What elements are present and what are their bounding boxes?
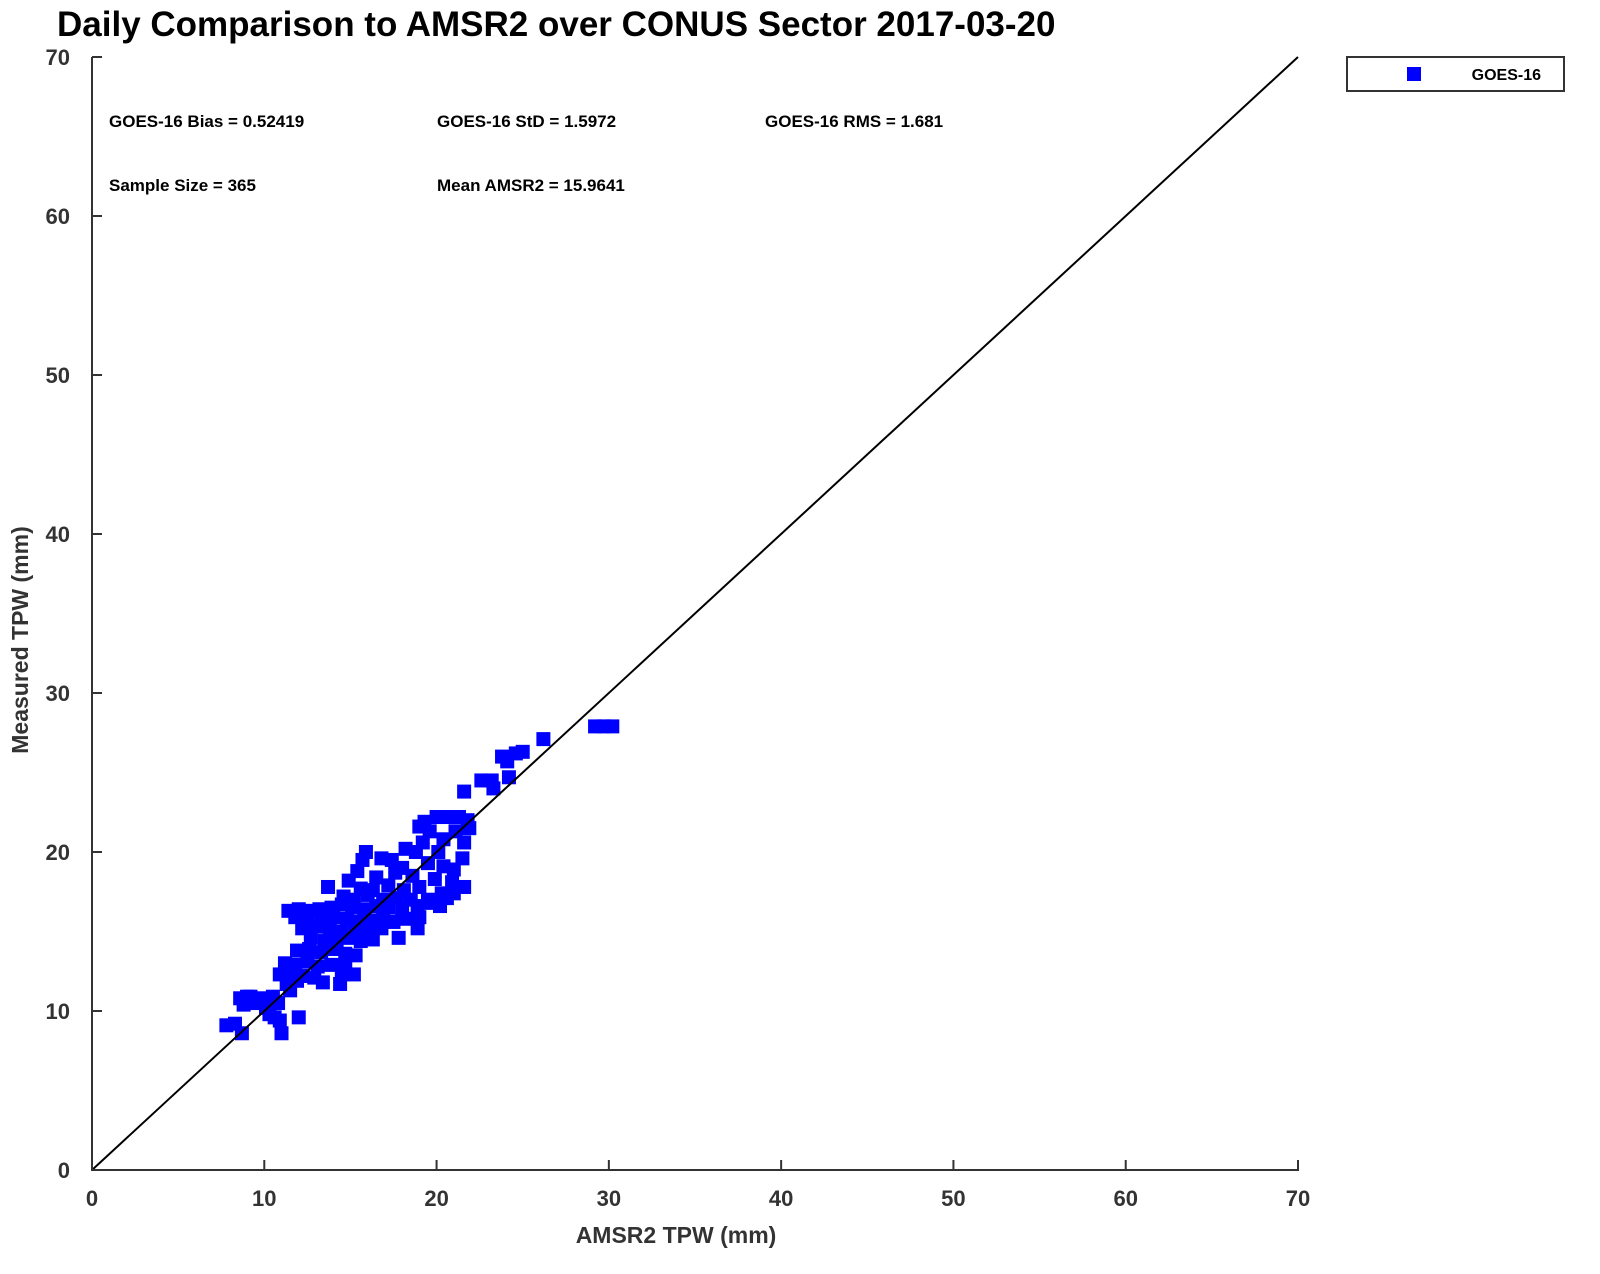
x-axis-label: AMSR2 TPW (mm) [576,1222,777,1248]
data-point [410,921,425,936]
x-tick-label: 0 [86,1186,98,1211]
data-point [448,824,463,839]
data-point [302,941,317,956]
data-point [446,862,461,877]
data-point [386,914,401,929]
y-tick-label: 60 [46,204,70,229]
data-point [272,1013,287,1028]
annotation-std: GOES-16 StD = 1.5972 [437,112,616,131]
data-point [412,910,427,925]
data-point [288,910,303,925]
data-point [312,902,327,917]
data-point [322,922,337,937]
data-point [474,773,489,788]
data-point [303,930,318,945]
x-tick-label: 30 [597,1186,621,1211]
data-point [369,870,384,885]
data-point [321,879,336,894]
y-tick-label: 10 [46,999,70,1024]
data-point [333,976,348,991]
data-point [605,719,620,734]
data-point [420,856,435,871]
y-tick-label: 20 [46,840,70,865]
data-point [433,899,448,914]
data-point [388,865,403,880]
x-tick-label: 50 [941,1186,965,1211]
data-point [374,921,389,936]
data-point [457,784,472,799]
data-point [457,835,472,850]
annotation-sample-size: Sample Size = 365 [109,176,256,195]
one-to-one-line [91,56,1299,1171]
legend-label-goes-16: GOES-16 [1472,67,1541,84]
data-point [291,1010,306,1025]
legend-marker-goes-16 [1407,67,1421,81]
data-point [427,872,442,887]
data-point [500,754,515,769]
x-tick-label: 20 [424,1186,448,1211]
data-point [412,879,427,894]
annotation-mean-amsr2: Mean AMSR2 = 15.9641 [437,176,625,195]
data-point [486,781,501,796]
data-point [462,821,477,836]
x-ticks: 0 10 20 30 40 50 60 70 [86,1160,1310,1211]
annotation-rms: GOES-16 RMS = 1.681 [765,112,943,131]
data-point [360,887,375,902]
data-point [345,900,360,915]
y-tick-label: 0 [58,1158,70,1183]
legend-box [1346,56,1565,92]
x-tick-label: 70 [1286,1186,1310,1211]
x-tick-label: 10 [252,1186,276,1211]
data-point [439,810,454,825]
data-point [436,832,451,847]
y-tick-label: 40 [46,522,70,547]
data-point [334,965,349,980]
data-point [314,945,329,960]
y-tick-label: 50 [46,363,70,388]
legend: GOES-16 [1346,56,1565,92]
data-point [381,878,396,893]
data-point [353,934,368,949]
data-point [290,943,305,958]
data-point [422,824,437,839]
y-ticks: 0 10 20 30 40 50 60 70 [46,45,102,1183]
y-axis-label: Measured TPW (mm) [7,526,33,753]
data-point [365,932,380,947]
data-point [341,873,356,888]
data-point [341,930,356,945]
x-tick-label: 60 [1113,1186,1137,1211]
data-point [501,770,516,785]
y-tick-label: 70 [46,45,70,70]
data-point [410,899,425,914]
scatter-points [219,719,620,1041]
data-point [357,902,372,917]
data-point [240,989,255,1004]
data-point [346,967,361,982]
data-point [315,975,330,990]
data-point [326,910,341,925]
data-point [308,919,323,934]
data-point [391,930,406,945]
y-tick-label: 30 [46,681,70,706]
data-point [271,996,286,1011]
x-tick-label: 40 [769,1186,793,1211]
data-point [274,1026,289,1041]
data-point [536,732,551,747]
data-point [355,852,370,867]
data-point [445,875,460,890]
data-point [398,841,413,856]
data-point [283,983,298,998]
chart-title: Daily Comparison to AMSR2 over CONUS Sec… [57,5,1055,44]
annotation-bias: GOES-16 Bias = 0.52419 [109,112,304,131]
data-point [310,959,325,974]
data-point [455,851,470,866]
